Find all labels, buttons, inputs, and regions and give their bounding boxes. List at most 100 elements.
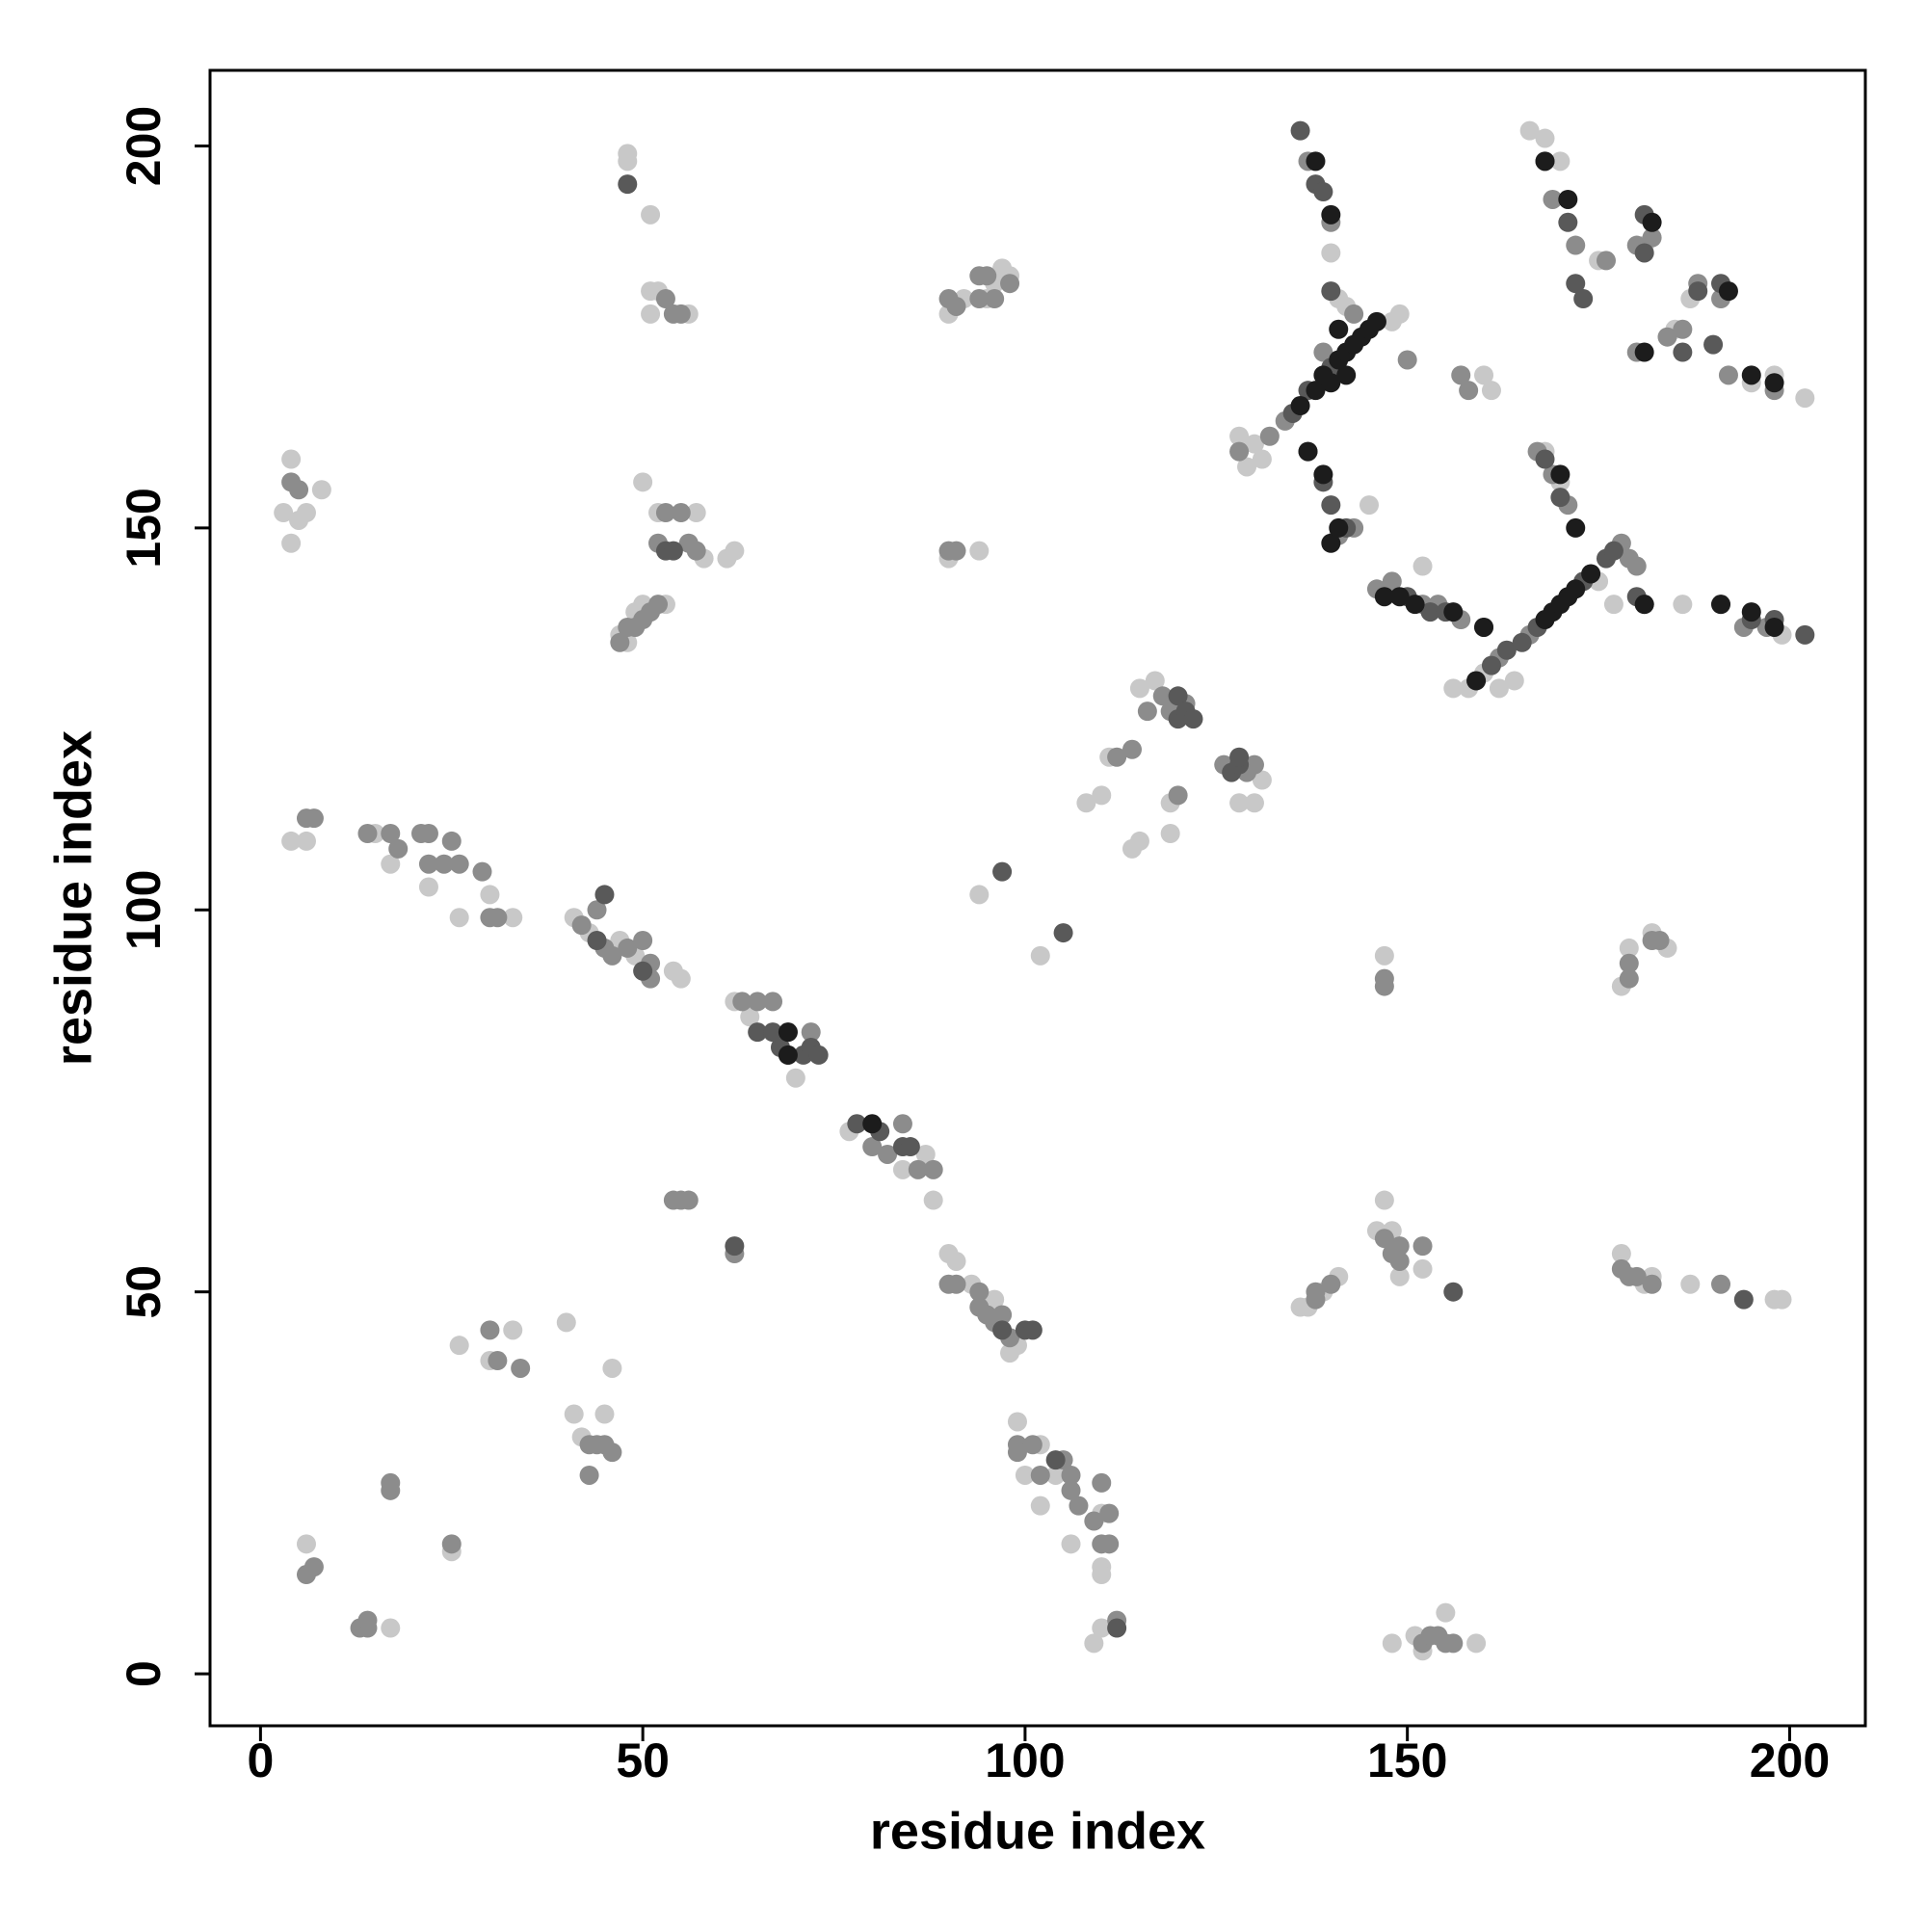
point xyxy=(1688,281,1708,302)
point xyxy=(618,151,638,172)
point xyxy=(892,1114,912,1134)
point xyxy=(434,854,454,874)
point xyxy=(564,1404,584,1424)
point xyxy=(663,541,683,561)
point xyxy=(992,1320,1013,1340)
point xyxy=(1290,120,1310,141)
point xyxy=(618,174,638,195)
point xyxy=(1496,640,1517,660)
point xyxy=(655,503,675,523)
point xyxy=(808,1045,829,1065)
point xyxy=(923,1159,943,1179)
point xyxy=(503,908,523,928)
point xyxy=(923,1190,943,1210)
point xyxy=(1030,945,1050,966)
point xyxy=(1703,334,1724,355)
point xyxy=(985,1289,1005,1310)
point xyxy=(1634,595,1654,615)
point xyxy=(969,1282,990,1302)
point xyxy=(1657,327,1677,347)
point xyxy=(357,1610,378,1630)
point xyxy=(618,938,638,958)
point xyxy=(1152,686,1173,706)
point xyxy=(381,1618,401,1638)
point xyxy=(1619,938,1639,958)
point xyxy=(1642,212,1662,232)
point xyxy=(671,503,691,523)
point xyxy=(1558,189,1578,209)
point xyxy=(1558,212,1578,232)
point xyxy=(1045,1450,1066,1470)
point xyxy=(1374,1229,1394,1249)
point xyxy=(1030,1495,1050,1516)
x-tick-label: 50 xyxy=(616,1734,670,1787)
point xyxy=(1298,441,1318,462)
x-tick-label: 150 xyxy=(1367,1734,1447,1787)
point xyxy=(1566,579,1586,599)
point xyxy=(763,992,783,1012)
point xyxy=(1504,671,1524,691)
point xyxy=(281,449,302,469)
point xyxy=(1137,701,1157,722)
point xyxy=(1673,319,1693,339)
point xyxy=(1290,396,1310,416)
point xyxy=(1069,1495,1089,1516)
point xyxy=(1313,182,1333,202)
point xyxy=(296,503,316,523)
point xyxy=(296,1534,316,1554)
point xyxy=(1313,342,1333,362)
point xyxy=(587,931,607,951)
point xyxy=(579,1465,599,1485)
point xyxy=(357,824,378,844)
point xyxy=(1443,678,1464,699)
point xyxy=(655,289,675,309)
point xyxy=(1107,747,1127,767)
point xyxy=(1252,449,1272,469)
point xyxy=(946,1251,966,1271)
point xyxy=(1389,587,1410,607)
y-tick-label: 100 xyxy=(117,870,171,950)
point xyxy=(1711,595,1731,615)
point xyxy=(1619,968,1639,989)
point xyxy=(480,885,500,905)
point xyxy=(1321,495,1341,516)
point xyxy=(1795,624,1815,645)
y-tick-label: 50 xyxy=(117,1265,171,1319)
point xyxy=(1022,1320,1043,1340)
point xyxy=(1474,617,1494,637)
point xyxy=(1634,342,1654,362)
point xyxy=(1374,945,1394,966)
point xyxy=(449,854,469,874)
point xyxy=(892,1159,912,1179)
point xyxy=(801,1022,821,1043)
point xyxy=(1321,1274,1341,1294)
point xyxy=(1321,204,1341,225)
point xyxy=(1718,365,1738,385)
point xyxy=(1772,1289,1792,1310)
point xyxy=(1481,655,1501,675)
point xyxy=(748,1022,768,1043)
point xyxy=(1481,381,1501,401)
point xyxy=(1122,739,1143,759)
point xyxy=(748,992,768,1012)
point xyxy=(1145,671,1165,691)
point xyxy=(908,1159,928,1179)
point xyxy=(1306,1282,1326,1302)
point xyxy=(1626,1266,1647,1286)
point xyxy=(1680,1274,1701,1294)
point xyxy=(1306,151,1326,172)
y-tick-label: 0 xyxy=(117,1660,171,1687)
point xyxy=(1007,1442,1027,1463)
point xyxy=(1626,556,1647,576)
point xyxy=(1229,793,1250,813)
point xyxy=(785,1068,805,1088)
point xyxy=(1092,1565,1112,1585)
point xyxy=(418,877,438,897)
point xyxy=(633,472,653,492)
point xyxy=(946,296,966,316)
point xyxy=(862,1114,883,1134)
point xyxy=(1566,235,1586,255)
point xyxy=(488,1351,508,1371)
point xyxy=(1611,1244,1631,1264)
point xyxy=(441,1534,462,1554)
